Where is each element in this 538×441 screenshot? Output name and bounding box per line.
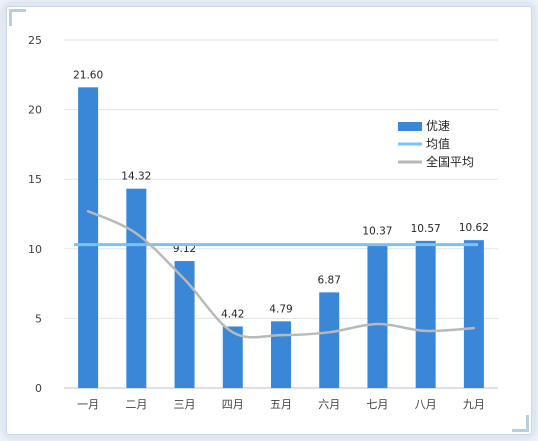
- bar-series: [78, 87, 484, 388]
- bar: [271, 321, 291, 388]
- bar-data-label: 10.62: [459, 222, 489, 234]
- bar: [222, 326, 243, 388]
- frame-corner-top-left: [9, 9, 26, 26]
- line-series: [74, 209, 478, 339]
- bar: [174, 261, 195, 388]
- bar-data-label: 10.37: [362, 226, 392, 238]
- x-tick-label: 四月: [222, 398, 244, 411]
- legend-label: 均值: [426, 136, 450, 151]
- y-tick-label: 25: [28, 34, 42, 47]
- national-average-line: [86, 209, 476, 339]
- frame-corner-bottom-right: [512, 415, 529, 432]
- y-tick-label: 0: [35, 382, 42, 395]
- y-tick-label: 20: [28, 104, 42, 117]
- y-tick-label: 5: [35, 312, 42, 325]
- x-tick-label: 九月: [463, 398, 485, 411]
- bar: [463, 240, 484, 388]
- bar-data-label: 4.42: [221, 308, 244, 320]
- bar-data-label: 6.87: [318, 274, 341, 286]
- x-tick-label: 三月: [174, 398, 196, 411]
- legend-label: 优速: [426, 119, 450, 133]
- x-tick-label: 五月: [270, 398, 292, 411]
- bar-data-label: 4.79: [269, 303, 292, 315]
- x-tick-label: 一月: [77, 398, 99, 411]
- x-tick-label: 二月: [125, 398, 147, 411]
- x-tick-label: 七月: [366, 398, 388, 411]
- bar: [367, 243, 388, 388]
- x-tick-label: 六月: [318, 398, 340, 411]
- y-tick-label: 10: [28, 243, 42, 256]
- x-tick-label: 八月: [415, 398, 437, 411]
- bar-data-label: 21.60: [73, 69, 103, 81]
- bar: [78, 87, 99, 388]
- x-axis: 一月 二月 三月 四月 五月 六月 七月 八月 九月: [77, 398, 485, 411]
- bar-data-label: 14.32: [121, 171, 151, 183]
- bar: [415, 240, 436, 388]
- bar-data-label: 10.57: [411, 223, 441, 235]
- y-axis: 0 5 10 15 20 25: [28, 34, 42, 395]
- bar: [319, 292, 340, 388]
- y-tick-label: 15: [28, 173, 42, 186]
- legend-swatch: [398, 122, 422, 131]
- legend-label: 全国平均: [426, 154, 474, 169]
- bar: [126, 188, 147, 388]
